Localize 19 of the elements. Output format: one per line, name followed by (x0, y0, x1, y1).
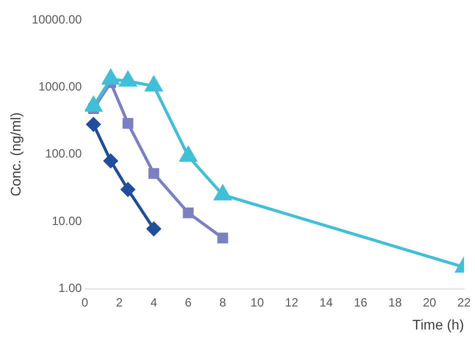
x-tick-label: 20 (422, 295, 437, 310)
x-tick-label: 0 (82, 295, 89, 310)
x-tick-label: 4 (150, 295, 158, 310)
x-tick-label: 10 (250, 295, 264, 310)
y-tick-label: 100.00 (45, 146, 82, 161)
x-tick-label: 22 (457, 295, 471, 310)
x-tick-label: 2 (116, 295, 123, 310)
x-tick-label: 18 (388, 295, 402, 310)
y-tick-label: 1.00 (58, 281, 82, 296)
y-tick-label: 10000.00 (32, 12, 82, 26)
y-axis-title: Conc. (ng/ml) (7, 112, 24, 196)
x-tick-label: 8 (219, 295, 226, 310)
x-tick-label: 16 (354, 295, 368, 310)
x-tick-label: 14 (319, 295, 334, 310)
y-tick-label: 1000.00 (38, 80, 82, 94)
x-tick-label: 6 (184, 295, 192, 310)
y-tick-label: 10.00 (52, 214, 82, 228)
x-axis-title: Time (h) (412, 316, 464, 332)
x-tick-label: 12 (284, 295, 299, 310)
